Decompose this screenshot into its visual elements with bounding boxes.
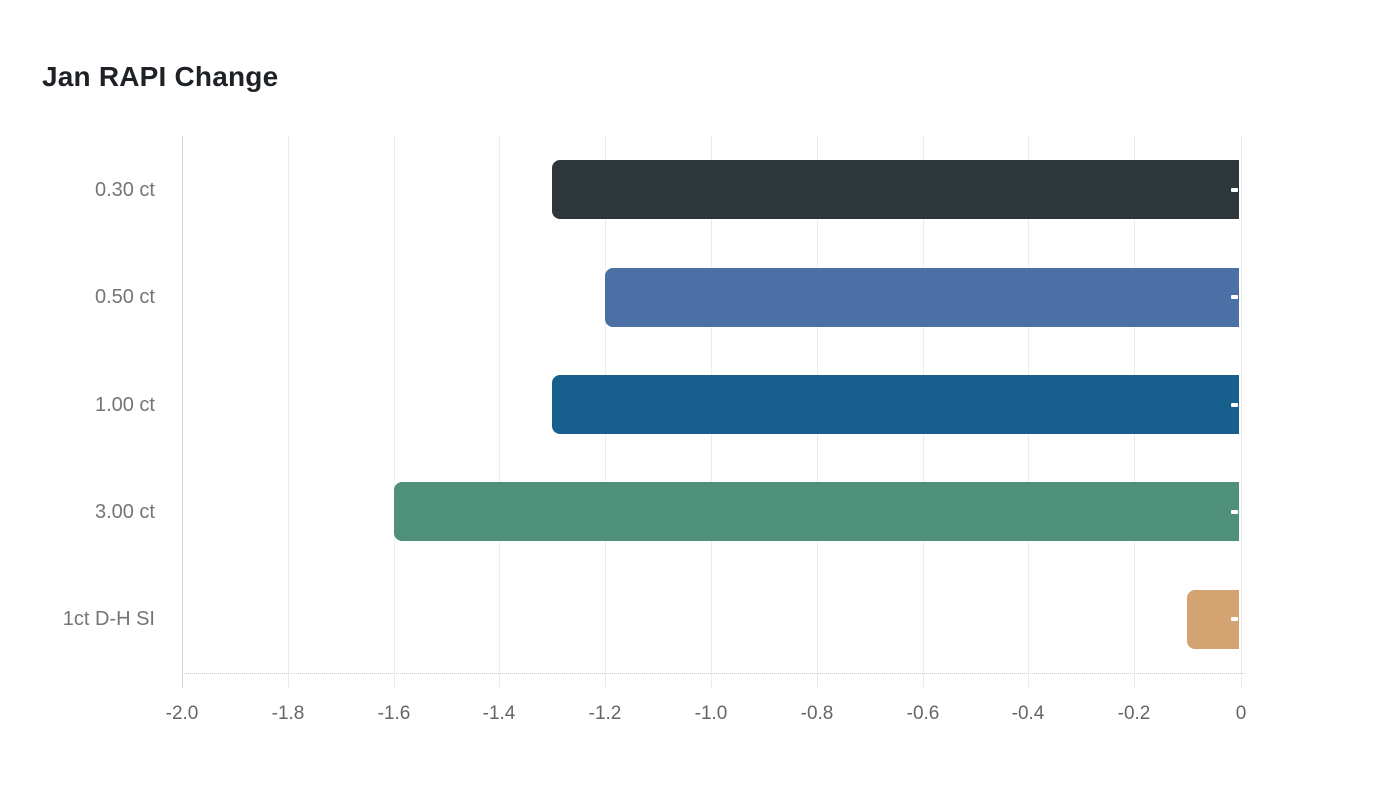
y-axis-line [182, 136, 183, 688]
x-gridline [1241, 136, 1242, 688]
bar-value-label-clipped [1231, 403, 1238, 407]
x-axis-baseline [182, 673, 1245, 674]
bar-value-label-clipped [1231, 295, 1238, 299]
x-tick-label: -1.4 [482, 703, 516, 724]
x-tick-label: -1.0 [694, 703, 728, 724]
x-tick-label: -0.2 [1117, 703, 1151, 724]
x-tick-label: -1.6 [377, 703, 411, 724]
x-tick-label: -0.6 [906, 703, 940, 724]
x-gridline [288, 136, 289, 688]
bar-1ct-d-h-si [1187, 590, 1239, 649]
x-tick-label: -1.8 [271, 703, 305, 724]
bar-value-label-clipped [1231, 188, 1238, 192]
bar-value-label-clipped [1231, 510, 1238, 514]
y-category-label: 1.00 ct [94, 394, 155, 416]
y-category-label: 0.50 ct [94, 286, 155, 308]
x-tick-label: 0 [1235, 703, 1247, 724]
y-category-label: 0.30 ct [94, 179, 155, 201]
x-tick-label: -0.4 [1011, 703, 1045, 724]
y-category-label: 3.00 ct [94, 501, 155, 523]
x-tick-label: -1.2 [588, 703, 622, 724]
x-gridline [394, 136, 395, 688]
bar-3-00-ct [393, 482, 1239, 541]
chart-title: Jan RAPI Change [42, 61, 279, 92]
x-tick-label: -2.0 [165, 703, 199, 724]
bar-1-00-ct [552, 375, 1239, 434]
bar-0-50-ct [605, 268, 1239, 327]
y-category-label: 1ct D-H SI [62, 608, 155, 630]
x-gridline [499, 136, 500, 688]
bar-value-label-clipped [1231, 617, 1238, 621]
x-tick-label: -0.8 [800, 703, 834, 724]
bar-0-30-ct [552, 160, 1239, 219]
